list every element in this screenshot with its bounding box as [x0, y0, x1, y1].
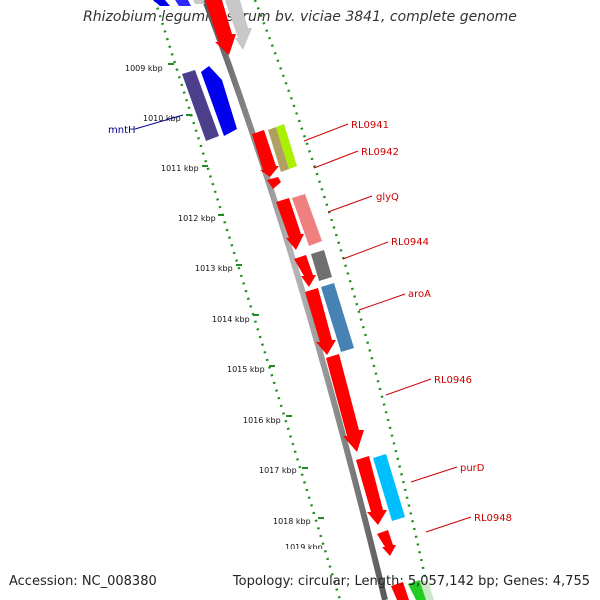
kbp-label: 1011 kbp: [161, 164, 199, 173]
leader-rl0946: [385, 378, 432, 396]
gene-rl0948: [377, 530, 396, 556]
kbp-label: 1010 kbp: [143, 114, 181, 123]
gene-aroa-steel: [321, 283, 354, 352]
gene-partial-blue-2: [175, 0, 191, 6]
gene-rl0941: [252, 130, 279, 177]
kbp-label: 1016 kbp: [243, 416, 281, 425]
leader-glyq: [327, 195, 373, 213]
kbp-label-partial: 1019 kbp: [285, 543, 323, 552]
gene-bottom-red: [391, 582, 409, 600]
gene-glyq-pink: [292, 194, 322, 246]
leader-rl0941: [303, 123, 349, 142]
gene-red-glyq: [276, 198, 304, 250]
gene-label-glyq[interactable]: glyQ: [376, 192, 399, 203]
genome-backbone: [202, 0, 388, 600]
kbp-label: 1015 kbp: [227, 365, 265, 374]
leader-rl0948: [425, 516, 472, 533]
kbp-label: 1014 kbp: [212, 315, 250, 324]
gene-label-aroa[interactable]: aroA: [408, 289, 431, 300]
gene-bottom-green: [408, 580, 428, 600]
kbp-label: 1017 kbp: [259, 466, 297, 475]
kbp-label: 1013 kbp: [195, 264, 233, 273]
gene-label-rl0944[interactable]: RL0944: [391, 237, 429, 248]
ruler-left-dotted: [153, 0, 342, 600]
gene-features: [153, 0, 434, 600]
map-title: Rhizobium leguminosarum bv. viciae 3841,…: [83, 9, 517, 25]
leader-lines: [134, 114, 472, 533]
gene-rl0944-gray: [311, 250, 332, 281]
gene-gray-top: [225, 0, 252, 50]
gene-partial-blue-1: [153, 0, 170, 6]
ruler-right-dotted: [253, 0, 432, 600]
leader-mnth: [134, 114, 184, 130]
leader-purd: [410, 466, 458, 483]
gene-label-rl0946[interactable]: RL0946: [434, 375, 472, 386]
gene-rl0942-lime: [276, 124, 297, 169]
gene-label-rl0941[interactable]: RL0941: [351, 120, 389, 131]
gene-label-purd[interactable]: purD: [460, 463, 485, 474]
leader-rl0942: [313, 150, 359, 169]
kbp-label: 1018 kbp: [273, 517, 311, 526]
gene-purd-cyan: [373, 454, 405, 521]
leader-aroa: [358, 293, 406, 311]
gene-mnth-blue: [201, 66, 237, 136]
genome-summary-text: Topology: circular; Length: 5,057,142 bp…: [232, 574, 590, 589]
gene-rl0942-olive: [268, 127, 289, 172]
gene-rl0946: [326, 354, 364, 452]
gene-labels: mntH RL0941 RL0942 glyQ RL0944 aroA RL09…: [108, 120, 512, 524]
gene-red-purd: [356, 456, 387, 525]
gene-mnth-dark: [182, 70, 219, 141]
kbp-label: 1009 kbp: [125, 64, 163, 73]
kbp-label: 1012 kbp: [178, 214, 216, 223]
gene-label-rl0942[interactable]: RL0942: [361, 147, 399, 158]
gene-red-aroa: [305, 288, 336, 355]
accession-text: Accession: NC_008380: [9, 574, 157, 589]
gene-red-top: [205, 0, 236, 55]
gene-label-rl0948[interactable]: RL0948: [474, 513, 512, 524]
ruler-ticks: [168, 63, 324, 519]
gene-red-rl0944: [294, 255, 316, 287]
gene-label-mnth[interactable]: mntH: [108, 125, 136, 136]
gene-bottom-light: [420, 580, 434, 600]
leader-rl0944: [342, 241, 389, 260]
ruler-labels: 1009 kbp 1010 kbp 1011 kbp 1012 kbp 1013…: [125, 64, 323, 552]
gene-small-red: [267, 177, 281, 189]
gene-partial-light: [193, 0, 205, 4]
